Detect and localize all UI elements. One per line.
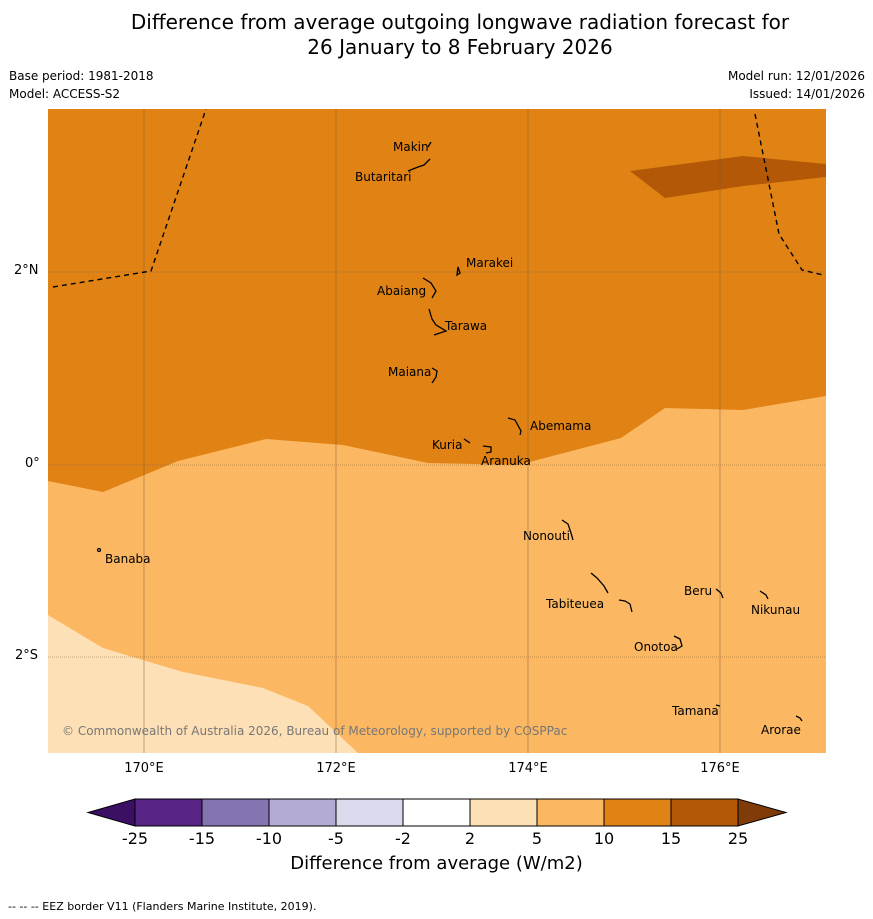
lon-label-174e: 174°E — [508, 761, 548, 776]
place-makin: Makin — [393, 140, 429, 154]
meta-right: Model run: 12/01/2026 Issued: 14/01/2026 — [728, 67, 865, 103]
colorbar-cell — [670, 798, 739, 827]
colorbar-tick-label: 25 — [727, 829, 749, 848]
place-nikunau: Nikunau — [751, 603, 800, 617]
eez-border — [52, 109, 824, 288]
map-svg: Makin Butaritari Marakei Abaiang Tarawa … — [48, 109, 826, 753]
map-panel: Makin Butaritari Marakei Abaiang Tarawa … — [48, 109, 826, 753]
copyright-notice: © Commonwealth of Australia 2026, Bureau… — [62, 724, 568, 738]
lat-label-2s: 2°S — [15, 648, 39, 663]
island-outlines — [96, 141, 803, 722]
colorbar-tick-label: -25 — [121, 829, 149, 848]
band-5-10 — [48, 396, 826, 753]
place-banaba: Banaba — [105, 552, 151, 566]
colorbar-tick-label: 2 — [464, 829, 476, 848]
issued-date: Issued: 14/01/2026 — [749, 87, 865, 101]
band-15-25 — [630, 156, 826, 198]
model-name: Model: ACCESS-S2 — [9, 87, 121, 101]
place-nonouti: Nonouti — [523, 529, 570, 543]
title-line-2: 26 January to 8 February 2026 — [307, 35, 613, 59]
colorbar-tick-label: -2 — [395, 829, 411, 848]
colorbar-cell — [268, 798, 337, 827]
place-marakei: Marakei — [466, 256, 513, 270]
place-aranuka: Aranuka — [481, 454, 531, 468]
base-period: Base period: 1981-2018 — [9, 69, 154, 83]
colorbar-tick-label: -10 — [255, 829, 283, 848]
grid-lines — [48, 109, 826, 753]
meta-left: Base period: 1981-2018 Model: ACCESS-S2 — [9, 67, 154, 103]
place-tabiteuea: Tabiteuea — [545, 597, 604, 611]
place-onotoa: Onotoa — [634, 640, 678, 654]
colorbar — [86, 798, 788, 827]
colorbar-cell — [536, 798, 605, 827]
colorbar-cell — [335, 798, 404, 827]
place-tarawa: Tarawa — [444, 319, 487, 333]
model-run: Model run: 12/01/2026 — [727, 69, 865, 83]
colorbar-extend-low — [86, 798, 136, 827]
band-2-5 — [48, 615, 358, 753]
map-title: Difference from average outgoing longwav… — [0, 10, 873, 60]
place-maiana: Maiana — [388, 365, 431, 379]
lat-label-2n: 2°N — [14, 263, 39, 278]
title-line-1: Difference from average outgoing longwav… — [130, 10, 790, 34]
colorbar-cell — [603, 798, 672, 827]
colorbar-tick-label: 10 — [593, 829, 615, 848]
place-arorae: Arorae — [761, 723, 801, 737]
colorbar-cell — [469, 798, 538, 827]
colorbar-cell — [134, 798, 203, 827]
place-butaritari: Butaritari — [355, 170, 412, 184]
eez-footnote: -- -- -- EEZ border V11 (Flanders Marine… — [8, 900, 317, 913]
lon-label-176e: 176°E — [700, 761, 740, 776]
colorbar-extend-high — [737, 798, 788, 827]
place-labels: Makin Butaritari Marakei Abaiang Tarawa … — [105, 140, 801, 737]
colorbar-label: Difference from average (W/m2) — [290, 853, 583, 874]
colorbar-tick-label: -15 — [188, 829, 216, 848]
colorbar-tick-label: 5 — [531, 829, 543, 848]
lon-label-170e: 170°E — [124, 761, 164, 776]
place-beru: Beru — [684, 584, 712, 598]
place-tamana: Tamana — [671, 704, 719, 718]
lat-label-0: 0° — [25, 456, 40, 471]
colorbar-cell — [201, 798, 270, 827]
colorbar-cell — [402, 798, 471, 827]
place-abemama: Abemama — [530, 419, 591, 433]
place-kuria: Kuria — [432, 438, 463, 452]
place-abaiang: Abaiang — [377, 284, 426, 298]
lon-label-172e: 172°E — [316, 761, 356, 776]
colorbar-tick-label: -5 — [328, 829, 344, 848]
colorbar-tick-label: 15 — [660, 829, 682, 848]
